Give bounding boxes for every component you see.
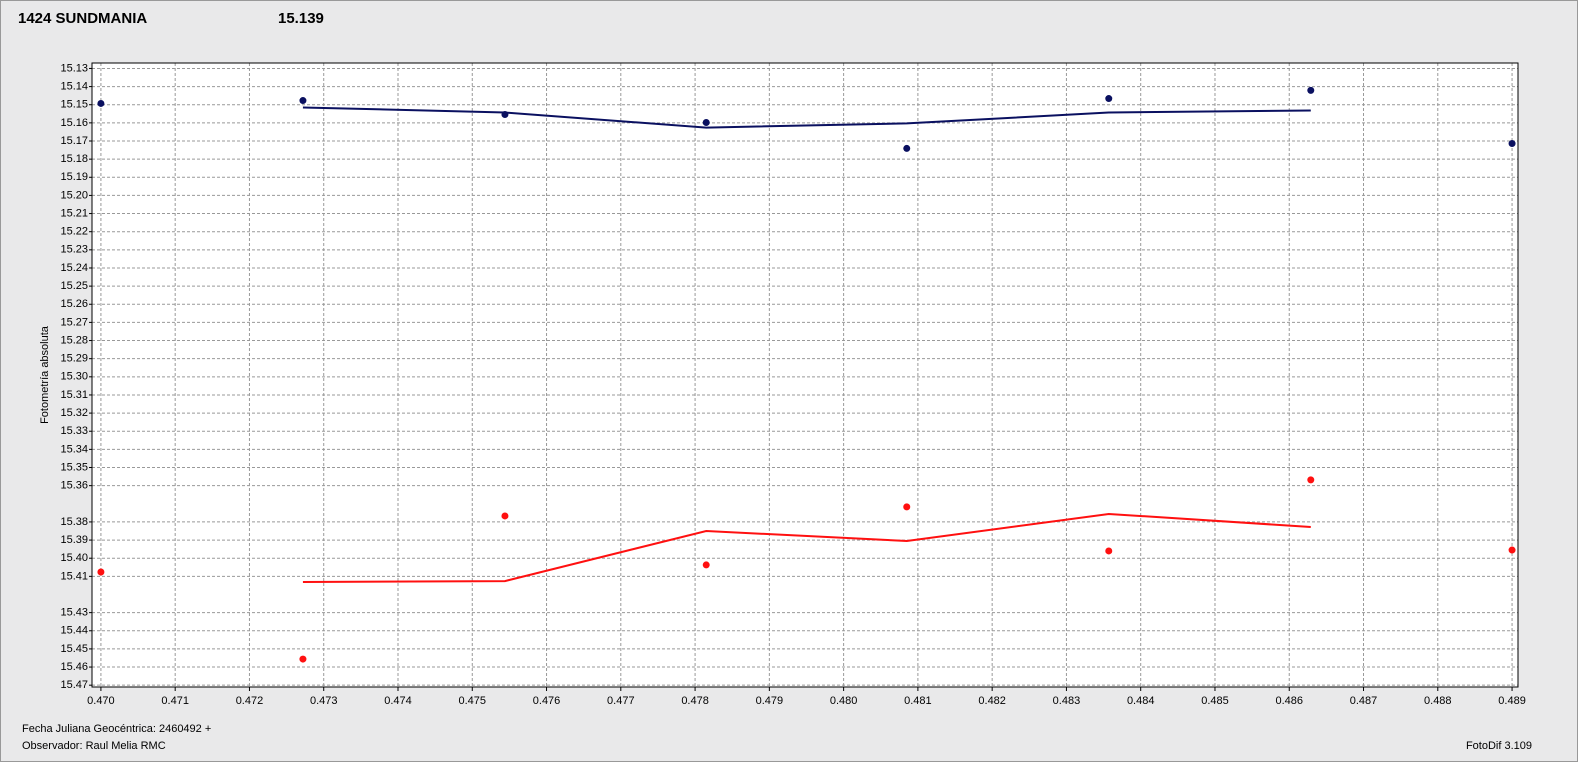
data-point xyxy=(1508,546,1516,554)
data-point xyxy=(1105,95,1113,103)
x-tick-label: 0.478 xyxy=(681,695,709,707)
y-tick-label: 15.24 xyxy=(60,262,88,274)
y-tick-label: 15.35 xyxy=(60,461,88,473)
y-tick-label: 15.33 xyxy=(60,425,88,437)
x-tick-label: 0.484 xyxy=(1127,695,1155,707)
x-tick-label: 0.487 xyxy=(1350,695,1378,707)
plot-area xyxy=(91,62,1519,688)
y-tick-label: 15.45 xyxy=(60,643,88,655)
y-tick-label: 15.20 xyxy=(60,189,88,201)
x-tick-label: 0.481 xyxy=(904,695,932,707)
y-tick-label: 15.30 xyxy=(60,371,88,383)
y-axis-label: Fotometría absoluta xyxy=(39,325,51,424)
x-tick-label: 0.480 xyxy=(830,695,858,707)
x-tick-label: 0.482 xyxy=(978,695,1006,707)
y-tick-label: 15.15 xyxy=(60,99,88,111)
x-tick-label: 0.489 xyxy=(1498,695,1526,707)
y-tick-label: 15.14 xyxy=(60,80,88,92)
y-tick-label: 15.38 xyxy=(60,516,88,528)
data-point xyxy=(97,568,105,576)
x-tick-label: 0.471 xyxy=(161,695,189,707)
y-tick-label: 15.21 xyxy=(60,207,88,219)
y-tick-label: 15.32 xyxy=(60,407,88,419)
y-tick-label: 15.26 xyxy=(60,298,88,310)
y-tick-label: 15.34 xyxy=(60,443,88,455)
y-tick-label: 15.31 xyxy=(60,389,88,401)
x-tick-label: 0.472 xyxy=(236,695,264,707)
y-tick-label: 15.18 xyxy=(60,153,88,165)
data-point xyxy=(97,99,105,107)
chart-title: 1424 SUNDMANIA xyxy=(18,10,147,27)
trend-line xyxy=(302,106,1311,129)
y-tick-label: 15.22 xyxy=(60,226,88,238)
y-tick-label: 15.23 xyxy=(60,244,88,256)
data-point xyxy=(1307,476,1315,484)
y-tick-label: 15.16 xyxy=(60,117,88,129)
y-tick-label: 15.25 xyxy=(60,280,88,292)
y-tick-label: 15.41 xyxy=(60,570,88,582)
x-tick-label: 0.470 xyxy=(87,695,115,707)
y-tick-label: 15.19 xyxy=(60,171,88,183)
y-tick-label: 15.43 xyxy=(60,607,88,619)
y-tick-label: 15.17 xyxy=(60,135,88,147)
x-tick-label: 0.473 xyxy=(310,695,338,707)
data-point xyxy=(903,144,911,152)
y-tick-label: 15.40 xyxy=(60,552,88,564)
data-point xyxy=(702,118,710,126)
x-tick-label: 0.474 xyxy=(384,695,412,707)
x-tick-label: 0.485 xyxy=(1201,695,1229,707)
chart-subtitle: 15.139 xyxy=(278,10,324,27)
data-point xyxy=(903,503,911,511)
y-tick-label: 15.47 xyxy=(60,679,88,691)
observer: Observador: Raul Melia RMC xyxy=(22,740,166,752)
x-axis-label: Fecha Juliana Geocéntrica: 2460492 + xyxy=(22,723,211,735)
data-point xyxy=(299,97,307,105)
data-point xyxy=(1105,547,1113,555)
data-point xyxy=(501,512,509,520)
x-tick-label: 0.475 xyxy=(459,695,487,707)
trend-line xyxy=(302,512,1311,583)
data-point xyxy=(299,655,307,663)
y-tick-label: 15.29 xyxy=(60,353,88,365)
y-tick-label: 15.44 xyxy=(60,625,88,637)
data-point xyxy=(1508,140,1516,148)
y-tick-label: 15.36 xyxy=(60,480,88,492)
x-tick-label: 0.483 xyxy=(1053,695,1081,707)
y-tick-label: 15.27 xyxy=(60,316,88,328)
y-tick-label: 15.13 xyxy=(60,62,88,74)
data-point xyxy=(702,561,710,569)
plot-border xyxy=(91,62,1519,688)
y-tick-label: 15.39 xyxy=(60,534,88,546)
data-point xyxy=(1307,86,1315,94)
x-tick-label: 0.488 xyxy=(1424,695,1452,707)
y-tick-label: 15.28 xyxy=(60,334,88,346)
y-tick-label: 15.46 xyxy=(60,661,88,673)
x-tick-label: 0.477 xyxy=(607,695,635,707)
x-tick-label: 0.476 xyxy=(533,695,561,707)
x-tick-label: 0.486 xyxy=(1275,695,1303,707)
x-tick-label: 0.479 xyxy=(756,695,784,707)
software-version: FotoDif 3.109 xyxy=(1466,740,1532,752)
